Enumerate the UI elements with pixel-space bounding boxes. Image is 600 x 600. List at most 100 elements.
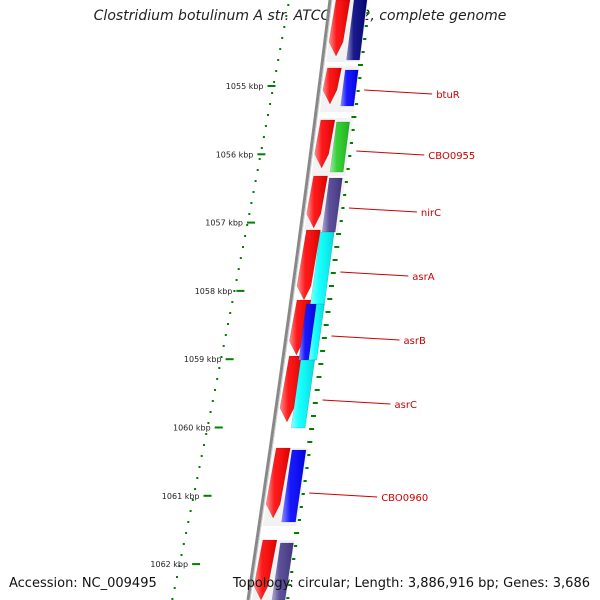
gc-dot bbox=[256, 169, 259, 171]
kbp-tick bbox=[214, 426, 223, 429]
gc-dash bbox=[329, 285, 334, 287]
gc-content-track-right bbox=[284, 12, 370, 599]
gc-dot bbox=[269, 103, 272, 105]
gene-leader-line bbox=[364, 89, 433, 95]
gc-dash bbox=[320, 350, 326, 352]
kbp-tick bbox=[247, 221, 255, 224]
gene-leader-line bbox=[309, 492, 378, 498]
gc-dash bbox=[299, 493, 305, 495]
gc-dash bbox=[334, 246, 340, 248]
gc-dot bbox=[185, 532, 188, 534]
gene-label-CBO0955: CBO0955 bbox=[428, 151, 475, 162]
gc-dash bbox=[297, 506, 303, 508]
gc-dot bbox=[242, 246, 244, 248]
gc-dash bbox=[351, 116, 357, 118]
kbp-tick bbox=[225, 358, 234, 361]
gc-dot bbox=[264, 125, 267, 127]
gc-dash bbox=[359, 51, 365, 53]
gc-dot bbox=[273, 81, 276, 83]
gc-dash bbox=[361, 38, 367, 40]
gc-dash bbox=[336, 233, 342, 235]
gc-dot bbox=[229, 312, 232, 314]
gc-dot bbox=[275, 70, 278, 72]
gc-dot bbox=[239, 257, 242, 259]
gc-dash bbox=[303, 467, 309, 469]
gc-dash bbox=[311, 415, 316, 417]
gc-dot bbox=[244, 235, 247, 237]
gc-dot bbox=[233, 290, 236, 292]
gc-dash bbox=[301, 480, 307, 482]
forward-cds-arrow-shine bbox=[254, 540, 277, 600]
gc-dot bbox=[267, 114, 269, 116]
gene-feature-btuR-shine bbox=[340, 70, 359, 106]
gc-dash bbox=[354, 90, 360, 92]
gene-label-btuR: btuR bbox=[436, 90, 460, 101]
gc-dot bbox=[283, 26, 286, 28]
gc-dot bbox=[235, 279, 238, 281]
gene-feature-nirC-shine bbox=[322, 178, 343, 232]
gene-label-asrB: asrB bbox=[404, 336, 426, 347]
gc-dot bbox=[281, 37, 284, 39]
kbp-tick-label: 1058 kbp bbox=[195, 287, 233, 296]
gc-dot bbox=[262, 136, 265, 138]
gc-dash bbox=[339, 207, 345, 209]
gc-dot bbox=[258, 158, 261, 160]
gene-feature-CBO0960-shine bbox=[281, 450, 306, 522]
gene-feature-CBO0955-shine bbox=[330, 122, 350, 172]
gc-dot bbox=[218, 367, 221, 369]
gc-dot bbox=[214, 389, 216, 391]
kbp-tick-label: 1056 kbp bbox=[216, 150, 254, 159]
gc-dot bbox=[250, 202, 253, 204]
gc-dot bbox=[216, 378, 219, 380]
gc-dot bbox=[246, 224, 249, 226]
gc-dash bbox=[342, 181, 348, 183]
gc-dash bbox=[296, 519, 301, 521]
kbp-tick bbox=[257, 153, 266, 156]
gc-dot bbox=[176, 576, 178, 578]
gene-feature-asrC-shine bbox=[291, 360, 315, 428]
gc-dot bbox=[224, 334, 227, 336]
kbp-ruler: 1055 kbp 1056 kbp 1057 kbp 1058 kbp 1059 kbp… bbox=[150, 82, 276, 569]
forward-cds-arrow-shine bbox=[329, 0, 350, 56]
gc-dash bbox=[344, 168, 350, 170]
gc-dash bbox=[323, 324, 329, 326]
gc-dash bbox=[330, 272, 336, 274]
gc-dot bbox=[203, 444, 205, 446]
gc-dot bbox=[220, 356, 223, 358]
gc-dash bbox=[349, 129, 355, 131]
gc-dash bbox=[305, 454, 311, 456]
kbp-tick-label: 1059 kbp bbox=[184, 355, 222, 364]
gc-dot bbox=[277, 59, 280, 61]
gc-dash bbox=[346, 155, 352, 157]
forward-cds-arrow-shine bbox=[314, 120, 335, 168]
gc-dot bbox=[189, 510, 192, 512]
gc-dot bbox=[209, 411, 212, 413]
gc-dot bbox=[180, 554, 183, 556]
gc-dash bbox=[288, 571, 294, 573]
gc-dash bbox=[307, 441, 313, 443]
gc-dash bbox=[312, 402, 318, 404]
forward-cds-arrow-shine bbox=[297, 230, 321, 300]
topology-text: Topology: circular; Length: 3,886,916 bp… bbox=[232, 576, 590, 591]
gc-dash bbox=[309, 428, 315, 430]
kbp-tick bbox=[236, 289, 245, 292]
gc-dot bbox=[285, 15, 288, 17]
gc-dot bbox=[222, 345, 225, 347]
gc-dot bbox=[271, 92, 274, 94]
gc-dot bbox=[237, 268, 240, 270]
gene-label-asrC: asrC bbox=[395, 400, 417, 411]
gc-dash bbox=[341, 194, 347, 196]
gene-labels: btuR CBO0955 nirC asrA asrB asrC CBO0960 bbox=[309, 89, 475, 504]
gc-dash bbox=[292, 545, 298, 547]
gc-dot bbox=[205, 433, 208, 435]
forward-cds-arrow-shine bbox=[306, 176, 328, 228]
gc-dot bbox=[182, 543, 185, 545]
genome-backbone-shadow bbox=[249, 0, 333, 600]
kbp-tick-label: 1055 kbp bbox=[226, 82, 264, 91]
reverse-cds-box-shine bbox=[346, 0, 367, 60]
gc-dash bbox=[321, 337, 327, 339]
gene-leader-line bbox=[322, 399, 391, 405]
gc-dash bbox=[332, 259, 338, 261]
gc-dash bbox=[284, 597, 290, 599]
